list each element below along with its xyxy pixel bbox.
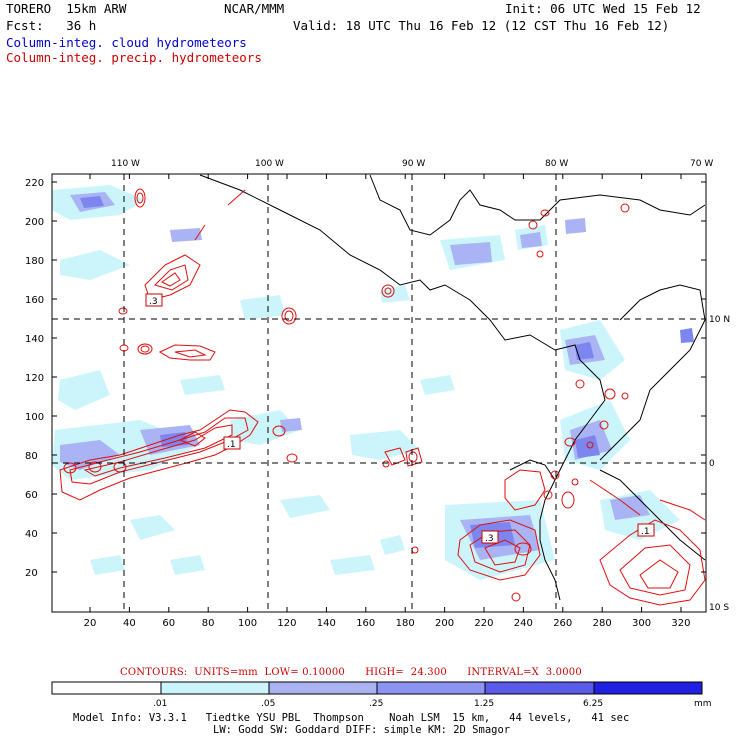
colorbar-label: 1.25 [474,699,494,709]
colorbar [51,681,703,695]
colorbar-label: .01 [153,699,167,709]
contour-label: .1 [227,440,236,450]
init-time: Init: 06 UTC Wed 15 Feb 12 [505,1,701,16]
lat-label-10n: 10 N [709,315,730,325]
cloud-hydrometeor-field [52,185,694,580]
physics-info-line: LW: Godd SW: Goddard DIFF: simple KM: 2D… [213,724,511,736]
colorbar-label: .05 [261,699,275,709]
model-info-line: Model Info: V3.3.1 Tiedtke YSU PBL Thomp… [73,712,630,724]
x-tick-label: 260 [553,618,572,629]
y-tick-label: 20 [25,568,38,579]
map-frame [51,173,707,613]
x-tick-label: 60 [162,618,175,629]
contours-info: CONTOURS: UNITS=mm LOW= 0.10000 HIGH= 24… [120,667,582,678]
coastlines [199,174,706,601]
x-tick-label: 320 [671,618,690,629]
x-tick-label: 40 [123,618,136,629]
contour-label: .3 [485,534,494,544]
x-tick-label: 20 [84,618,97,629]
lon-label-100w: 100 W [255,159,284,169]
organization-label: NCAR/MMM [224,1,285,16]
contour-label: .3 [149,297,158,307]
y-tick-label: 40 [25,529,38,540]
legend-precip-hydrometeors: Column-integ. precip. hydrometeors [6,50,262,65]
precip-hydrometeor-contours [59,188,706,606]
x-tick-label: 220 [474,618,493,629]
x-tick-label: 80 [202,618,215,629]
lon-label-80w: 80 W [545,159,568,169]
lon-label-70w: 70 W [690,159,713,169]
model-title: TORERO 15km ARW [6,1,127,16]
y-tick-label: 180 [25,256,44,267]
lat-label-10s: 10 S [709,603,729,613]
valid-time: Valid: 18 UTC Thu 16 Feb 12 (12 CST Thu … [293,18,670,33]
y-tick-label: 80 [25,451,38,462]
x-tick-label: 120 [277,618,296,629]
x-tick-label: 280 [593,618,612,629]
y-tick-label: 220 [25,178,44,189]
y-tick-label: 120 [25,373,44,384]
x-tick-label: 160 [356,618,375,629]
x-tick-label: 140 [317,618,336,629]
contour-label: .1 [641,527,650,537]
x-tick-label: 200 [435,618,454,629]
lon-label-90w: 90 W [402,159,425,169]
x-tick-label: 300 [632,618,651,629]
legend-cloud-hydrometeors: Column-integ. cloud hydrometeors [6,35,247,50]
x-tick-label: 240 [514,618,533,629]
lon-label-110w: 110 W [111,159,140,169]
y-tick-label: 200 [25,217,44,228]
y-tick-label: 160 [25,295,44,306]
colorbar-label: .25 [369,699,383,709]
colorbar-label: 6.25 [583,699,603,709]
y-tick-label: 140 [25,334,44,345]
lat-lon-grid [52,174,706,612]
lat-label-0: 0 [709,459,715,469]
x-tick-label: 100 [238,618,257,629]
colorbar-unit: mm [694,699,712,709]
y-tick-label: 100 [25,412,44,423]
x-tick-label: 180 [396,618,415,629]
forecast-hour: Fcst: 36 h [6,18,97,33]
y-tick-label: 60 [25,490,38,501]
